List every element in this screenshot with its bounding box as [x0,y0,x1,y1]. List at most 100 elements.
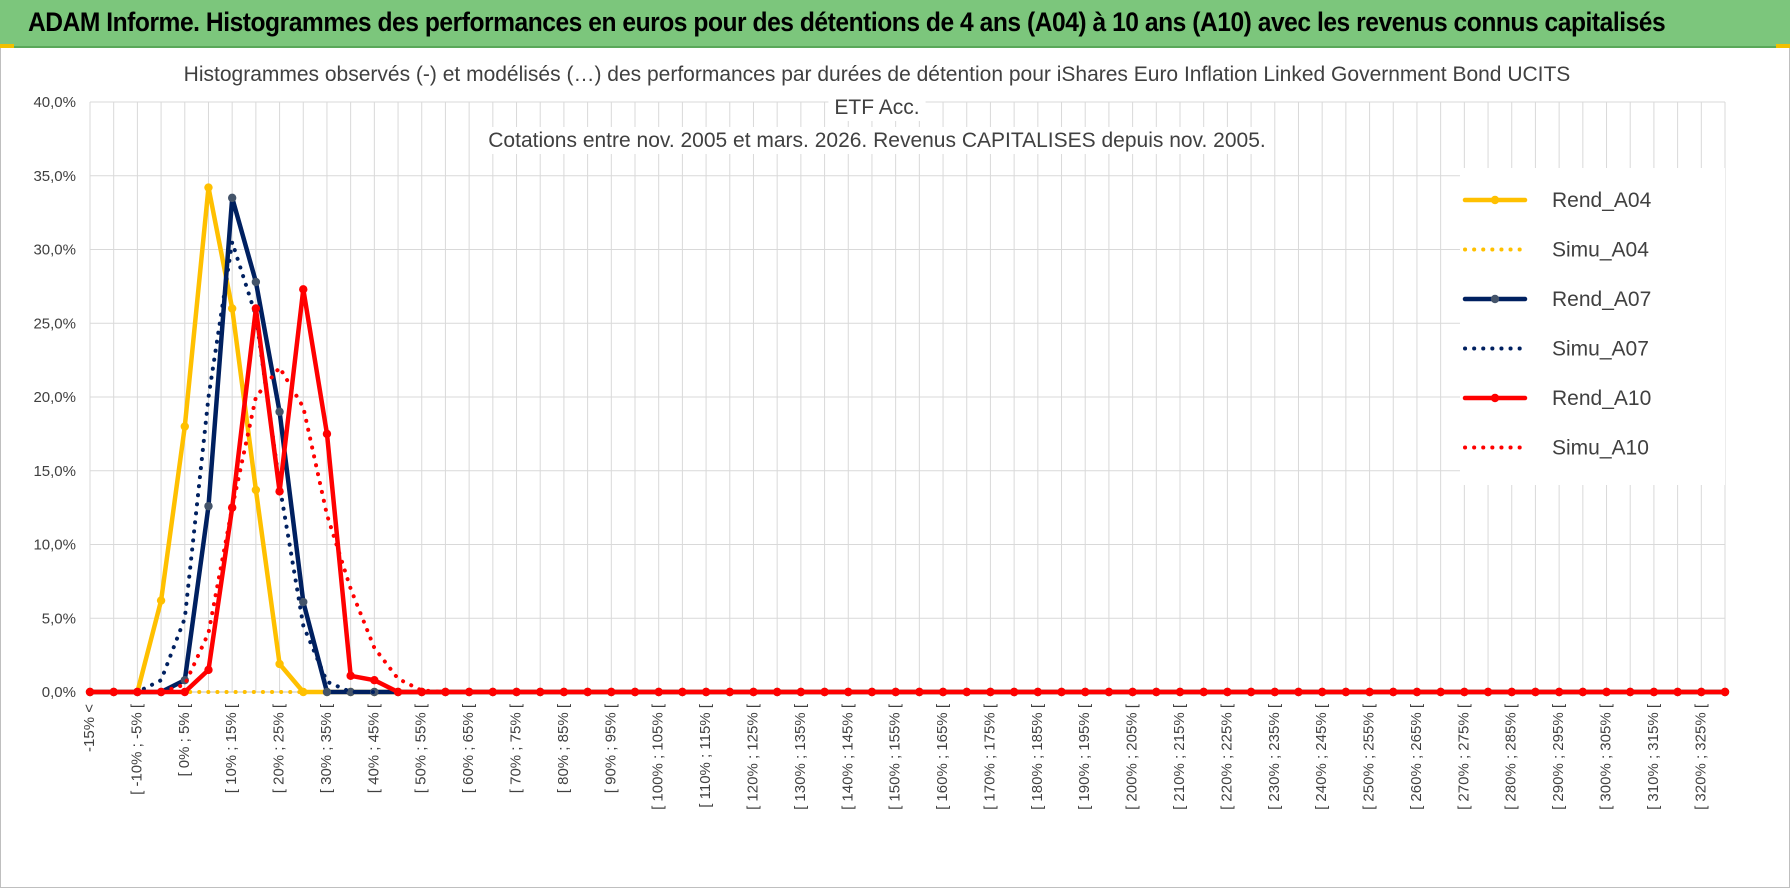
data-point [1294,687,1303,697]
x-tick-label: [ 90% ; 95% [ [602,703,619,793]
x-tick-label: [ 220% ; 225% [ [1218,703,1235,810]
data-point [654,687,663,697]
data-point [393,687,403,697]
x-tick-label: [ 240% ; 245% [ [1313,703,1330,810]
legend: Rend_A04 Simu_A04 Rend_A07 Simu_A07 Rend_A10… [1460,168,1725,485]
chart-title-line: Cotations entre nov. 2005 et mars. 2026.… [488,129,1265,152]
data-point [251,277,261,287]
x-tick-label: [ 290% ; 295% [ [1550,703,1567,810]
y-tick-label: 20,0% [33,389,76,406]
corner-mark-left [0,44,14,48]
data-point [1436,687,1445,697]
y-tick-label: 0,0% [42,684,76,701]
data-point [1412,687,1422,697]
y-tick-label: 40,0% [33,94,76,111]
data-point [701,687,711,697]
data-point [299,597,308,607]
x-tick-label: [ 280% ; 285% [ [1503,703,1520,810]
series-line-rend-a10 [87,287,1728,695]
x-tick-label: [ 40% ; 45% [ [365,703,382,793]
x-tick-label: [ 300% ; 305% [ [1598,703,1615,810]
data-point [867,687,877,697]
data-point [1602,687,1611,697]
x-tick-label: [ 250% ; 255% [ [1361,703,1378,810]
data-point [1649,687,1659,697]
corner-mark-right [1776,44,1790,48]
data-point [630,687,640,697]
data-point [749,687,758,697]
x-tick-label: [ 190% ; 195% [ [1076,703,1093,810]
x-tick-label: [ 160% ; 165% [ [934,703,951,810]
data-point [820,687,829,697]
x-tick-label: -15% < [81,704,98,752]
legend-label: Rend_A04 [1552,189,1652,212]
data-point [204,183,213,192]
data-point [322,687,332,697]
legend-label: Simu_A10 [1552,437,1649,460]
data-point [227,193,237,203]
report-banner: ADAM Informe. Histogrammes des performan… [0,0,1790,48]
x-tick-label: [ 0% ; 5% [ [176,703,193,776]
legend-label: Rend_A07 [1552,288,1651,311]
x-tick-label: [ -10% ; -5% [ [128,703,145,795]
legend-label: Simu_A04 [1552,239,1649,262]
data-point [1365,687,1374,697]
x-tick-label: [ 20% ; 25% [ [271,703,288,793]
data-point [1554,687,1564,697]
x-tick-label: [ 130% ; 135% [ [792,703,809,810]
title-background [177,61,1577,88]
data-point [1531,687,1540,697]
x-tick-label: [ 320% ; 325% [ [1692,703,1709,810]
x-tick-label: [ 210% ; 215% [ [1171,703,1188,810]
x-tick-label: [ 150% ; 155% [ [887,703,904,810]
data-point [1673,687,1682,697]
data-point [204,501,213,511]
title-background [482,127,1272,154]
data-point [1128,687,1137,697]
x-tick-label: [ 270% ; 275% [ [1455,703,1472,810]
axes: 0,0% 5,0% 10,0% 15,0% 20,0% 25,0% 30,0% 35,0% 40… [33,94,1725,810]
data-point [370,676,379,685]
data-point [583,687,592,697]
legend-marker [1490,393,1500,403]
legend-label: Simu_A07 [1552,338,1649,361]
x-tick-label: [ 10% ; 15% [ [223,703,240,793]
x-tick-label: [ 70% ; 75% [ [508,703,525,793]
data-point [1720,687,1730,697]
chart-title-line: Histogrammes observés (-) et modélisés (… [184,63,1571,86]
x-tick-label: [ 170% ; 175% [ [981,703,998,810]
data-point [772,687,782,697]
data-point [322,429,332,439]
data-point [156,596,166,605]
x-tick-label: [ 50% ; 55% [ [413,703,430,793]
title-background [828,94,926,121]
data-point [346,687,355,697]
series-lines [85,183,1730,697]
data-point [1317,687,1327,697]
x-tick-label: [ 60% ; 65% [ [460,703,477,793]
legend-marker [1490,294,1500,304]
data-point [275,407,284,416]
data-point [536,687,545,697]
data-point [109,687,118,697]
legend-label: Rend_A10 [1552,387,1651,410]
data-point [1009,687,1019,697]
y-tick-label: 10,0% [33,537,76,554]
y-tick-label: 35,0% [33,168,76,185]
data-point [227,304,237,313]
x-tick-label: [ 140% ; 145% [ [839,703,856,810]
legend-marker [1490,195,1500,205]
data-point [464,687,474,697]
data-point [204,665,213,675]
histogram-chart: 0,0% 5,0% 10,0% 15,0% 20,0% 25,0% 30,0% 35,0% 40… [33,61,1730,810]
x-tick-label: [ 110% ; 115% [ [697,703,714,808]
chart-title: Histogrammes observés (-) et modélisés (… [177,61,1577,154]
x-tick-label: [ 200% ; 205% [ [1124,703,1141,810]
data-point [251,485,261,495]
x-tick-label: [ 230% ; 235% [ [1266,703,1283,810]
data-point [275,487,284,496]
x-tick-label: [ 310% ; 315% [ [1645,703,1662,810]
x-tick-label: [ 260% ; 265% [ [1408,703,1425,810]
data-point [346,671,355,680]
data-point [251,304,261,313]
